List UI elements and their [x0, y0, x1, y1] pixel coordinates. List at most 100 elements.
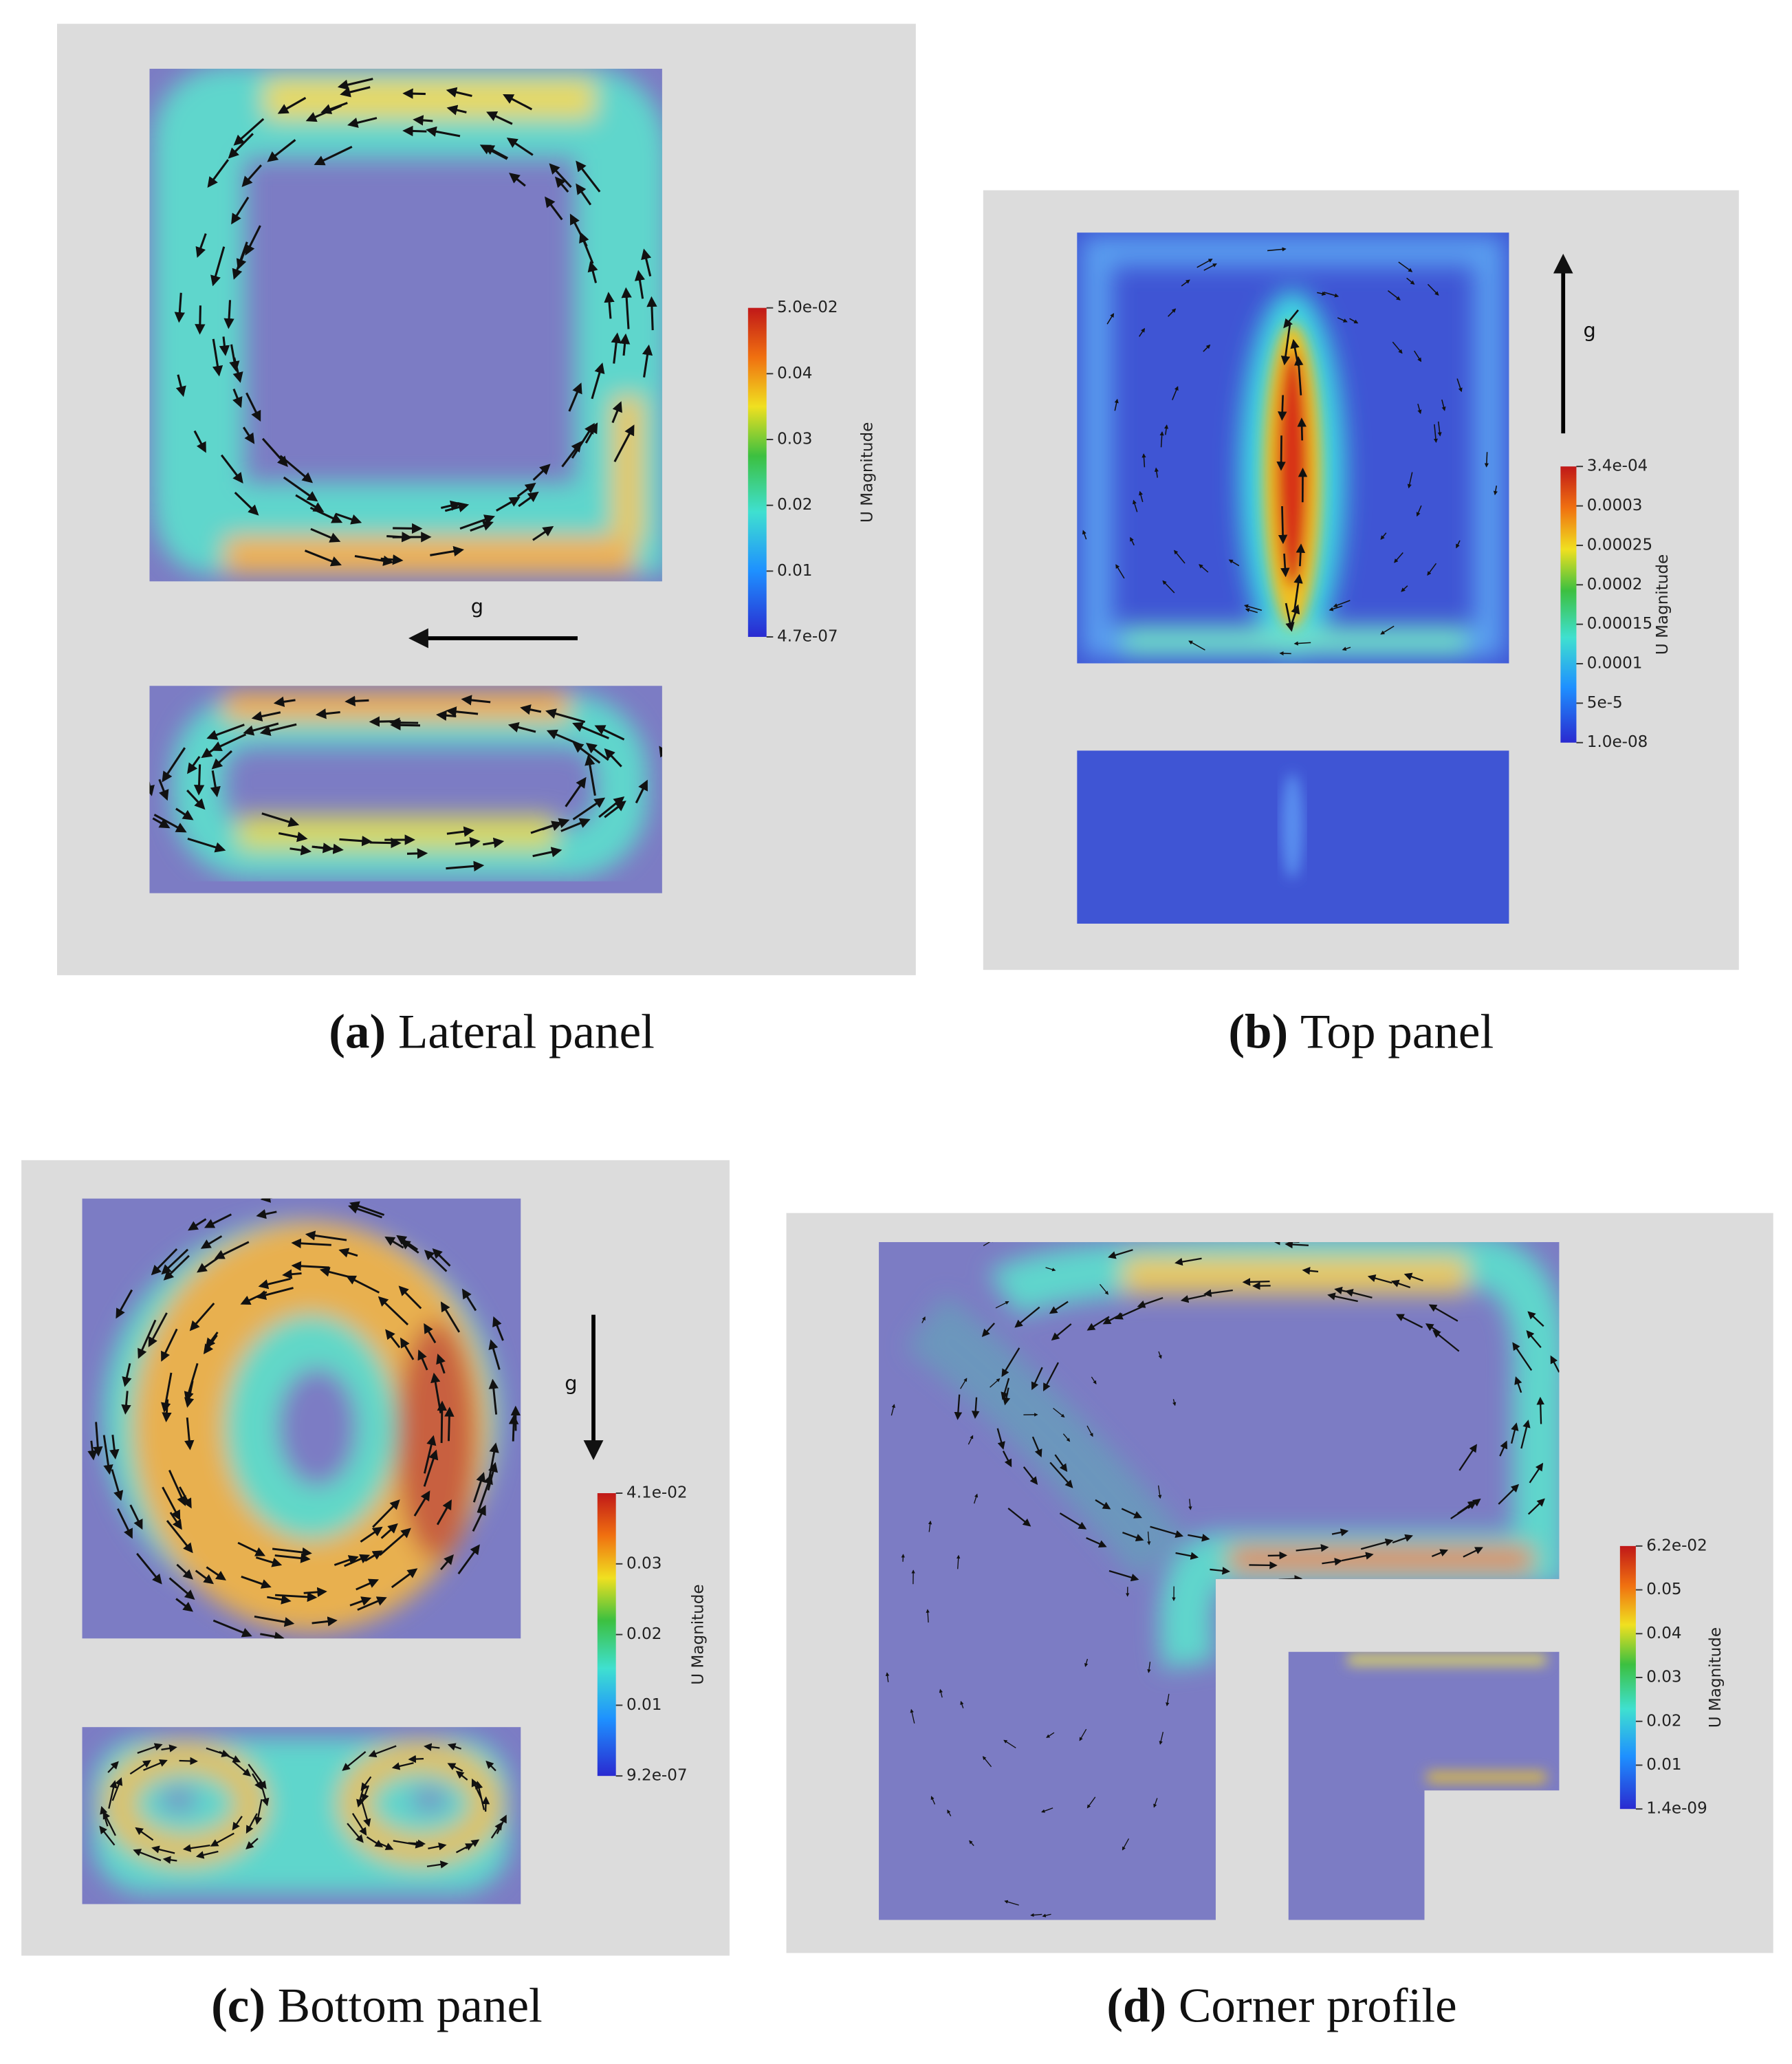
- velocity-arrow: [1130, 536, 1135, 546]
- velocity-arrow: [634, 270, 646, 299]
- velocity-arrow: [1114, 398, 1119, 411]
- velocity-arrow: [910, 1708, 915, 1724]
- velocity-arrow: [1210, 1567, 1231, 1575]
- velocity-arrow: [1115, 564, 1125, 579]
- velocity-arrow: [182, 1844, 210, 1852]
- velocity-arrow: [334, 1555, 359, 1566]
- velocity-arrow: [457, 1544, 480, 1575]
- velocity-arrow: [162, 747, 186, 783]
- velocity-arrow: [393, 523, 423, 534]
- velocity-arrow: [1153, 1798, 1158, 1808]
- velocity-arrow: [273, 696, 296, 707]
- velocity-arrow: [1276, 435, 1286, 471]
- velocity-arrow: [102, 1810, 116, 1836]
- velocity-arrow: [413, 1490, 430, 1517]
- colorbar-tick-label: 1.4e-09: [1646, 1800, 1707, 1818]
- velocity-arrow: [1174, 550, 1185, 564]
- velocity-arrow: [212, 338, 223, 377]
- velocity-arrow: [1427, 283, 1439, 296]
- caption-text: Lateral panel: [398, 1006, 655, 1059]
- velocity-arrow: [1323, 292, 1340, 298]
- caption-text: Corner profile: [1179, 1979, 1457, 2033]
- velocity-arrow: [348, 1204, 382, 1219]
- velocity-arrow: [576, 183, 592, 206]
- caption: (a) Lateral panel: [329, 1006, 655, 1059]
- velocity-arrow: [611, 401, 622, 424]
- velocity-arrow: [440, 1301, 461, 1333]
- colorbar: 6.2e-02 0.05 0.04 0.03 0.02 0.01 1.4e-09 U Magn…: [1619, 1536, 1725, 1818]
- velocity-arrow: [1279, 651, 1291, 656]
- velocity-arrow: [161, 1744, 177, 1752]
- velocity-arrow: [446, 706, 479, 717]
- velocity-arrow: [1529, 1462, 1544, 1484]
- velocity-arrow: [232, 1816, 243, 1831]
- velocity-arrow: [356, 1578, 379, 1591]
- velocity-arrow: [107, 1761, 119, 1773]
- colorbar-tick-label: 0.00015: [1587, 615, 1652, 633]
- velocity-arrow: [193, 430, 206, 453]
- velocity-arrow: [503, 94, 533, 111]
- velocity-arrow: [486, 111, 513, 125]
- velocity-arrow: [968, 1435, 974, 1445]
- velocity-arrow: [532, 847, 562, 858]
- velocity-arrow: [1317, 291, 1326, 296]
- velocity-arrow: [1181, 279, 1190, 287]
- velocity-arrow: [990, 1378, 1001, 1388]
- velocity-arrow: [137, 1743, 163, 1754]
- velocity-arrow: [241, 1575, 272, 1589]
- velocity-arrow: [446, 87, 472, 98]
- velocity-arrow: [1407, 472, 1413, 489]
- velocity-arrow: [378, 1296, 409, 1326]
- colorbar-tick-label: 0.03: [777, 431, 812, 448]
- velocity-arrow: [267, 139, 296, 162]
- velocity-arrow: [591, 362, 605, 400]
- velocity-arrow: [1498, 1484, 1520, 1505]
- velocity-arrow: [176, 1563, 193, 1580]
- velocity-arrow: [136, 1552, 162, 1585]
- colorbar-tick-label: 4.7e-07: [777, 628, 838, 646]
- velocity-arrow: [1188, 640, 1205, 651]
- velocity-arrow: [260, 1631, 285, 1639]
- velocity-arrow: [930, 1796, 936, 1805]
- velocity-arrow: [237, 1541, 266, 1556]
- velocity-arrow: [1121, 1508, 1142, 1519]
- velocity-arrow: [1280, 553, 1290, 578]
- velocity-arrow: [565, 776, 587, 807]
- velocity-arrow: [220, 454, 243, 484]
- colorbar: 3.4e-04 0.0003 0.00025 0.0002 0.00015 0.0001 5…: [1560, 457, 1672, 751]
- velocity-arrow: [245, 225, 261, 256]
- velocity-arrow: [1053, 1407, 1065, 1418]
- velocity-arrow: [368, 1745, 397, 1758]
- velocity-arrow: [1450, 1501, 1477, 1520]
- velocity-arrow: [379, 1528, 411, 1556]
- velocity-arrow: [545, 196, 563, 221]
- velocity-arrow: [1147, 1662, 1151, 1673]
- velocity-arrow: [380, 1523, 398, 1539]
- velocity-arrow: [426, 126, 461, 138]
- velocity-arrow: [1342, 647, 1351, 651]
- velocity-arrow: [1046, 1732, 1055, 1738]
- velocity-arrow: [174, 292, 185, 323]
- velocity-arrow: [594, 725, 625, 741]
- velocity-arrow: [971, 1397, 980, 1419]
- velocity-arrow: [1526, 1329, 1542, 1348]
- velocity-arrow: [1333, 600, 1351, 607]
- caption-label: (c): [211, 1979, 265, 2033]
- velocity-arrow: [338, 1248, 358, 1258]
- colorbar-tick-label: 5e-5: [1587, 694, 1623, 712]
- velocity-arrow: [957, 1554, 961, 1569]
- velocity-arrow: [1228, 559, 1240, 567]
- velocity-arrow: [214, 1241, 250, 1259]
- velocity-arrow: [261, 437, 288, 467]
- velocity-arrow: [168, 1577, 195, 1600]
- velocity-arrow: [1095, 1499, 1111, 1510]
- velocity-arrow: [928, 1520, 932, 1532]
- velocity-arrow: [1387, 290, 1401, 301]
- flow-field: [1077, 750, 1509, 924]
- velocity-arrow: [1030, 1913, 1042, 1918]
- velocity-arrow: [1108, 1249, 1133, 1259]
- velocity-arrow: [304, 550, 342, 567]
- caption: (b) Top panel: [1228, 1006, 1494, 1059]
- velocity-arrow: [122, 1362, 132, 1387]
- velocity-arrow: [385, 1329, 401, 1349]
